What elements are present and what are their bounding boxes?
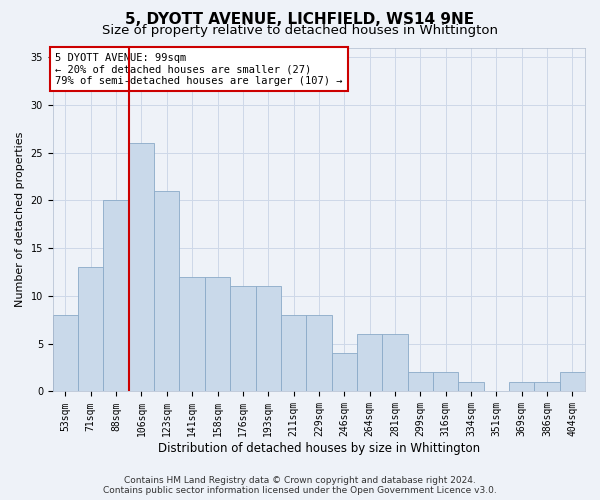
Text: 5, DYOTT AVENUE, LICHFIELD, WS14 9NE: 5, DYOTT AVENUE, LICHFIELD, WS14 9NE [125, 12, 475, 28]
Bar [332, 354, 357, 392]
Bar [179, 277, 205, 392]
Bar [281, 315, 306, 392]
X-axis label: Distribution of detached houses by size in Whittington: Distribution of detached houses by size … [158, 442, 480, 455]
Bar [78, 268, 103, 392]
Y-axis label: Number of detached properties: Number of detached properties [15, 132, 25, 307]
Bar [230, 286, 256, 392]
Bar [433, 372, 458, 392]
Bar [154, 191, 179, 392]
Bar [129, 143, 154, 392]
Bar [535, 382, 560, 392]
Bar [205, 277, 230, 392]
Bar [382, 334, 407, 392]
Bar [306, 315, 332, 392]
Text: Size of property relative to detached houses in Whittington: Size of property relative to detached ho… [102, 24, 498, 37]
Bar [458, 382, 484, 392]
Bar [103, 200, 129, 392]
Bar [407, 372, 433, 392]
Bar [53, 315, 78, 392]
Bar [256, 286, 281, 392]
Text: 5 DYOTT AVENUE: 99sqm
← 20% of detached houses are smaller (27)
79% of semi-deta: 5 DYOTT AVENUE: 99sqm ← 20% of detached … [55, 52, 343, 86]
Bar [509, 382, 535, 392]
Text: Contains HM Land Registry data © Crown copyright and database right 2024.
Contai: Contains HM Land Registry data © Crown c… [103, 476, 497, 495]
Bar [357, 334, 382, 392]
Bar [560, 372, 585, 392]
